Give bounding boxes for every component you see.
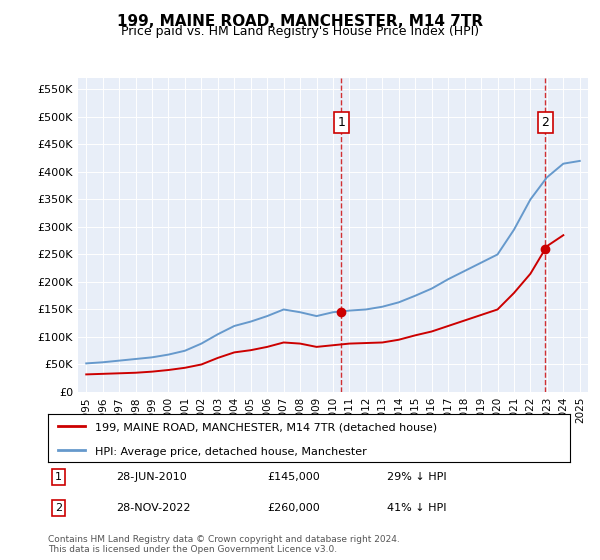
Text: Contains HM Land Registry data © Crown copyright and database right 2024.
This d: Contains HM Land Registry data © Crown c… xyxy=(48,535,400,554)
Text: £260,000: £260,000 xyxy=(267,503,320,513)
Text: 199, MAINE ROAD, MANCHESTER, M14 7TR (detached house): 199, MAINE ROAD, MANCHESTER, M14 7TR (de… xyxy=(95,423,437,433)
Text: 41% ↓ HPI: 41% ↓ HPI xyxy=(388,503,447,513)
Text: 28-NOV-2022: 28-NOV-2022 xyxy=(116,503,190,513)
Text: 29% ↓ HPI: 29% ↓ HPI xyxy=(388,472,447,482)
Text: Price paid vs. HM Land Registry's House Price Index (HPI): Price paid vs. HM Land Registry's House … xyxy=(121,25,479,38)
Text: HPI: Average price, detached house, Manchester: HPI: Average price, detached house, Manc… xyxy=(95,446,367,456)
Text: 28-JUN-2010: 28-JUN-2010 xyxy=(116,472,187,482)
Text: 1: 1 xyxy=(337,116,345,129)
Text: 2: 2 xyxy=(541,116,549,129)
Text: 2: 2 xyxy=(55,503,62,513)
Text: £145,000: £145,000 xyxy=(267,472,320,482)
Text: 199, MAINE ROAD, MANCHESTER, M14 7TR: 199, MAINE ROAD, MANCHESTER, M14 7TR xyxy=(117,14,483,29)
Text: 1: 1 xyxy=(55,472,62,482)
